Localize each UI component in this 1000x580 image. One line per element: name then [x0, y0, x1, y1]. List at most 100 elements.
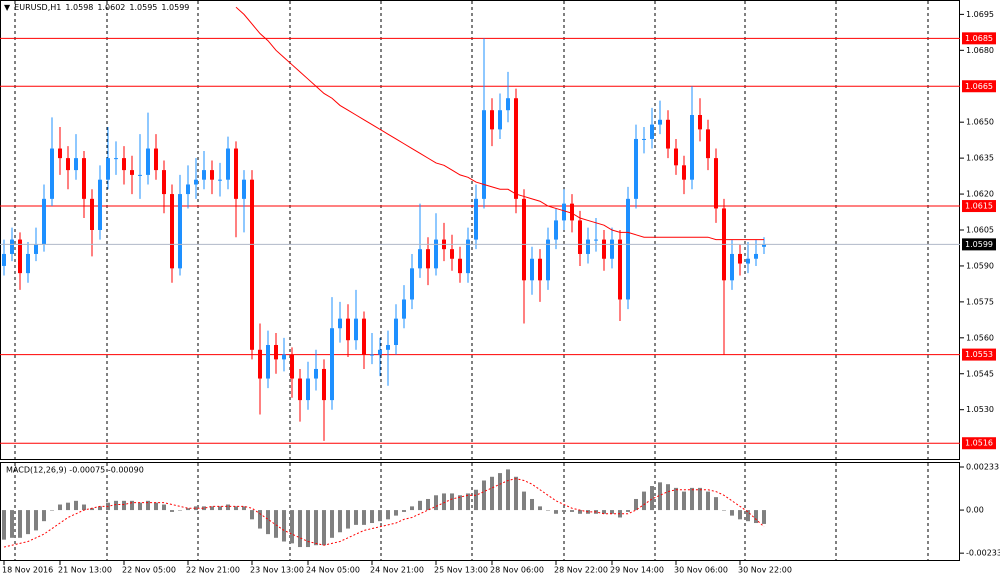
candle-body: [634, 138, 638, 199]
y-tick-label: 1.0680: [966, 46, 994, 55]
candle-body: [274, 345, 278, 360]
macd-bar: [530, 498, 534, 511]
candle-body: [26, 253, 30, 274]
macd-bar: [162, 504, 166, 511]
macd-bar: [538, 506, 542, 511]
main-pane-frame: [0, 0, 960, 460]
macd-bar: [418, 500, 422, 511]
close-readout: 1.0599: [161, 3, 190, 12]
macd-bar: [346, 510, 350, 529]
macd-bar: [50, 510, 54, 511]
x-tick-label: 28 Nov 06:00: [490, 566, 544, 575]
candle-body: [42, 198, 46, 245]
y-tick-label: 0.00233: [966, 462, 999, 471]
candle-body: [594, 239, 598, 241]
macd-bar: [394, 510, 398, 516]
candle-body: [186, 184, 190, 195]
candle-body: [138, 174, 142, 176]
level-label: 1.0665: [965, 82, 993, 91]
candle-body: [178, 194, 182, 269]
candle-body: [194, 179, 198, 185]
candle-body: [330, 328, 334, 401]
macd-bar: [354, 510, 358, 525]
y-tick-label: 1.0620: [966, 190, 994, 199]
macd-bar: [274, 510, 278, 538]
candle-body: [282, 354, 286, 360]
macd-bar: [762, 510, 766, 524]
x-tick-label: 24 Nov 05:00: [306, 566, 360, 575]
macd-bar: [378, 510, 382, 522]
candle-body: [586, 239, 590, 254]
macd-bar: [730, 510, 734, 516]
macd-bar: [242, 506, 246, 511]
macd-bar: [322, 510, 326, 546]
macd-bar: [58, 504, 62, 511]
macd-bar: [626, 510, 630, 512]
candle-body: [610, 239, 614, 259]
macd-bar: [218, 506, 222, 511]
level-label: 1.0615: [965, 202, 993, 211]
candle-body: [234, 148, 238, 199]
moving-average: [235, 6, 764, 241]
candle-body: [130, 170, 134, 175]
macd-bar: [482, 480, 486, 511]
candle-body: [570, 203, 574, 221]
macd-bar: [10, 510, 14, 538]
candle-body: [290, 354, 294, 379]
candle-body: [410, 268, 414, 300]
candle-body: [682, 165, 686, 180]
level-label-box: [962, 200, 996, 213]
candle-body: [650, 124, 654, 139]
y-tick-label: 1.0695: [966, 10, 994, 19]
macd-bar: [74, 500, 78, 511]
candle-body: [474, 198, 478, 240]
x-tick-label: 22 Nov 21:00: [186, 566, 240, 575]
macd-bar: [690, 487, 694, 511]
x-tick-label: 22 Nov 05:00: [122, 566, 176, 575]
macd-bar: [426, 498, 430, 511]
candle-body: [658, 119, 662, 125]
candle-body: [250, 179, 254, 350]
candle-body: [642, 138, 646, 140]
candle-body: [674, 148, 678, 166]
candle-body: [466, 239, 470, 274]
x-tick-label: 18 Nov 2016: [2, 566, 53, 575]
candle-body: [754, 253, 758, 259]
menu-arrow[interactable]: ▼: [4, 3, 11, 12]
candle-body: [346, 318, 350, 341]
candle-body: [162, 170, 166, 195]
macd-bar: [138, 502, 142, 511]
macd-bar: [98, 506, 102, 511]
candle-body: [730, 253, 734, 281]
candle-body: [738, 253, 742, 264]
candle-body: [146, 148, 150, 175]
x-tick-label: 30 Nov 06:00: [674, 566, 728, 575]
macd-bar: [746, 510, 750, 522]
macd-bar: [562, 510, 566, 512]
candle-body: [266, 345, 270, 379]
y-tick-label: 0.00: [966, 506, 984, 515]
candle-body: [50, 148, 54, 199]
candle-body: [546, 239, 550, 281]
macd-bar: [410, 506, 414, 511]
candle-body: [74, 158, 78, 171]
macd-bar: [194, 506, 198, 511]
candle-body: [202, 170, 206, 180]
candle-body: [690, 115, 694, 180]
macd-bar: [522, 491, 526, 511]
macd-bar: [434, 495, 438, 511]
low-readout: 1.0595: [129, 3, 158, 12]
candle-body: [98, 179, 102, 230]
candle-body: [322, 368, 326, 401]
candle-body: [58, 148, 62, 159]
candle-body: [18, 239, 22, 274]
candle-body: [506, 98, 510, 111]
y-tick-label: 1.0605: [966, 226, 994, 235]
macd-title: MACD(12,26,9) -0.00075 -0.00090: [6, 466, 144, 475]
candle-body: [538, 258, 542, 281]
level-label: 1.0553: [965, 350, 993, 359]
macd-bar: [210, 506, 214, 511]
level-label-box: [962, 80, 996, 93]
symbol: EURUSD,H1: [14, 3, 62, 12]
macd-bar: [450, 493, 454, 511]
